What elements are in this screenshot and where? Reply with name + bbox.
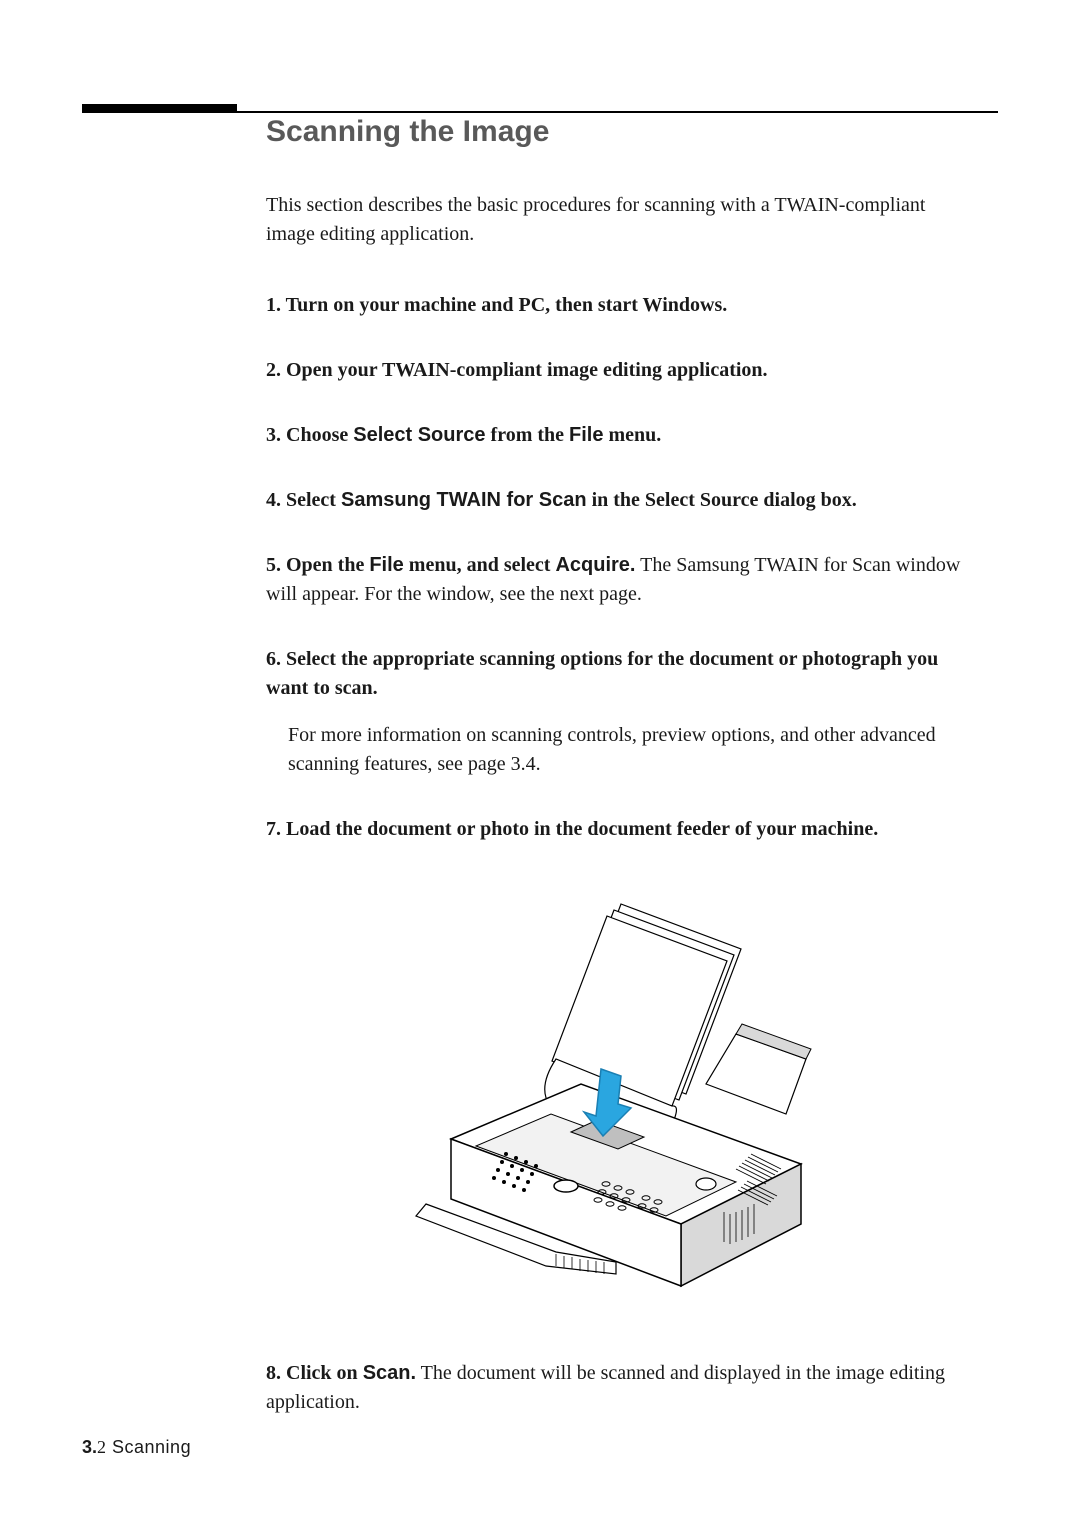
- ui-term: Select Source: [353, 424, 485, 446]
- footer-section: Scanning: [112, 1437, 191, 1457]
- intro-paragraph: This section describes the basic procedu…: [266, 191, 966, 249]
- step-text: Select the appropriate scanning options …: [266, 648, 938, 699]
- content-column: Scanning the Image This section describe…: [266, 115, 966, 1453]
- step-text-c: in the Select Source dialog box.: [587, 489, 857, 511]
- step-number: 5.: [266, 554, 286, 576]
- step-text-a: Open the: [286, 554, 369, 576]
- step-text: Open your TWAIN-compliant image editing …: [286, 359, 768, 381]
- step-text-c: menu, and select: [404, 554, 556, 576]
- step-3: 3. Choose Select Source from the File me…: [266, 421, 966, 450]
- page-footer: 3.2 Scanning: [82, 1437, 191, 1458]
- ui-term: Acquire.: [555, 554, 635, 576]
- step-number: 8.: [266, 1362, 286, 1384]
- step-text-a: Choose: [286, 424, 353, 446]
- step-1: 1. Turn on your machine and PC, then sta…: [266, 291, 966, 320]
- rule-thick: [82, 104, 237, 113]
- page-rule: [82, 95, 998, 113]
- step-text-a: Select: [286, 489, 341, 511]
- page-title: Scanning the Image: [266, 115, 966, 149]
- step-number: 2.: [266, 359, 286, 381]
- printer-figure: [266, 894, 966, 1299]
- step-text: Turn on your machine and PC, then start …: [286, 294, 728, 316]
- step-number: 6.: [266, 648, 286, 670]
- step-number: 3.: [266, 424, 286, 446]
- step-8: 8. Click on Scan. The document will be s…: [266, 1359, 966, 1417]
- step-text: Load the document or photo in the docume…: [286, 818, 878, 840]
- footer-page: 2: [97, 1437, 106, 1457]
- printer-illustration: [406, 894, 826, 1294]
- step-6: 6. Select the appropriate scanning optio…: [266, 645, 966, 779]
- step-5: 5. Open the File menu, and select Acquir…: [266, 551, 966, 609]
- step-2: 2. Open your TWAIN-compliant image editi…: [266, 356, 966, 385]
- step-number: 1.: [266, 294, 286, 316]
- step-text-a: Click on: [286, 1362, 363, 1384]
- step-sub: For more information on scanning control…: [288, 721, 966, 779]
- ui-term: File: [369, 554, 403, 576]
- footer-chapter: 3.: [82, 1437, 97, 1457]
- step-number: 4.: [266, 489, 286, 511]
- step-7: 7. Load the document or photo in the doc…: [266, 815, 966, 844]
- step-text-c: from the: [486, 424, 570, 446]
- step-number: 7.: [266, 818, 286, 840]
- ui-term: File: [569, 424, 603, 446]
- ui-term: Samsung TWAIN for Scan: [341, 489, 587, 511]
- step-text-e: menu.: [603, 424, 661, 446]
- ui-term: Scan.: [363, 1362, 416, 1384]
- step-4: 4. Select Samsung TWAIN for Scan in the …: [266, 486, 966, 515]
